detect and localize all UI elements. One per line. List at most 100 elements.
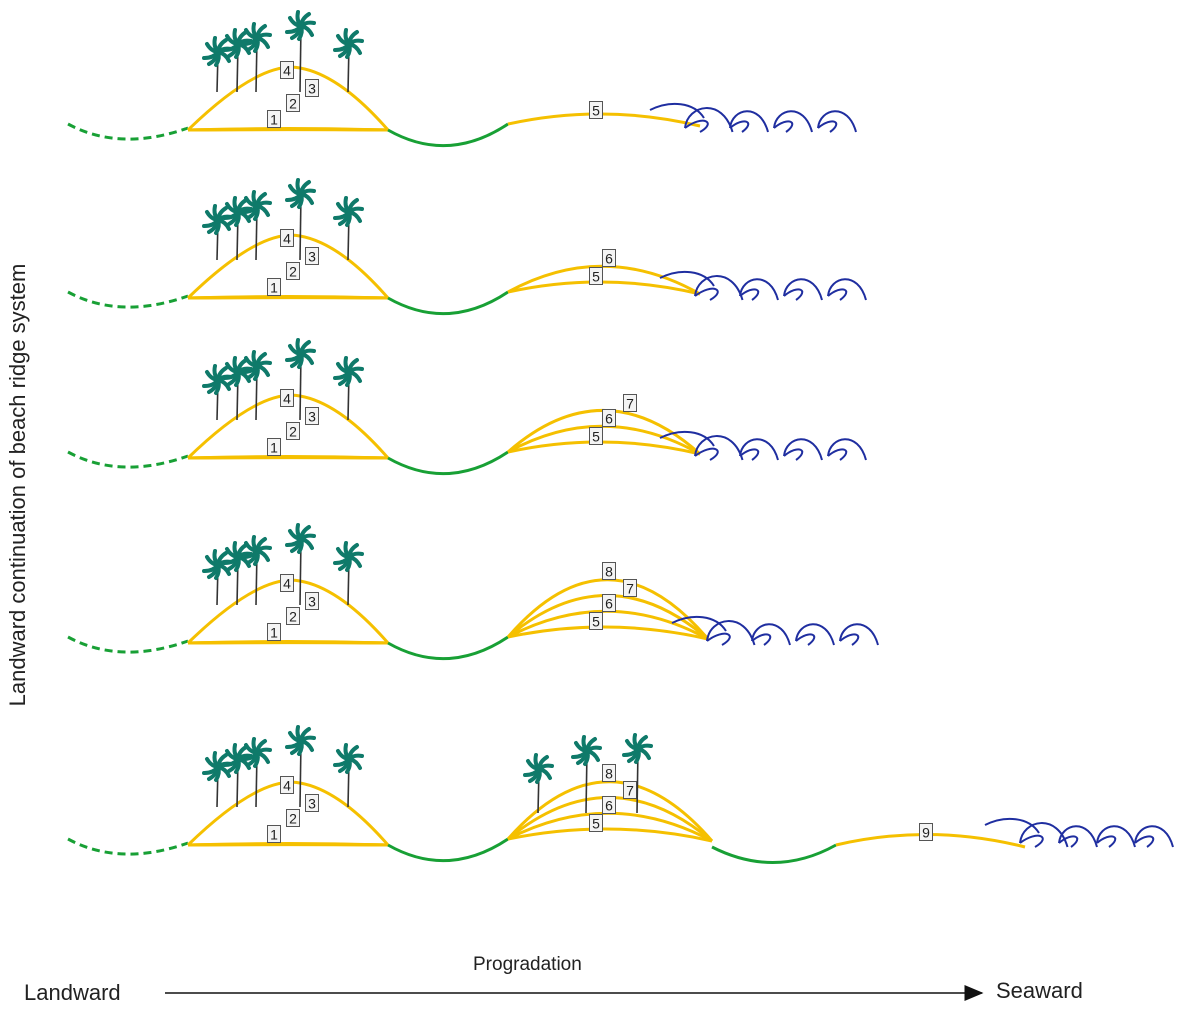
progradation-label: Progradation bbox=[473, 954, 582, 975]
palm-crown bbox=[234, 208, 242, 216]
layer-number-label: 5 bbox=[589, 814, 603, 832]
wave-curl bbox=[839, 633, 860, 646]
landward-swale-dashed bbox=[67, 635, 189, 654]
palm-crown bbox=[253, 547, 261, 555]
wave-crest bbox=[1134, 825, 1174, 848]
label-text: 5 bbox=[592, 816, 600, 832]
label-text: 5 bbox=[592, 429, 600, 445]
label-text: 1 bbox=[270, 112, 278, 128]
ridge2-layer-1 bbox=[507, 440, 701, 456]
wave-lead bbox=[659, 430, 715, 447]
seaward-label: Seaward bbox=[996, 978, 1083, 1003]
palm-tree-icon bbox=[202, 36, 233, 93]
label-box bbox=[305, 407, 319, 425]
label-box bbox=[602, 249, 616, 267]
palm-crown bbox=[297, 535, 305, 543]
wave-curl bbox=[783, 448, 804, 461]
label-box bbox=[602, 562, 616, 580]
layer-number-label: 2 bbox=[286, 94, 300, 112]
wave-curl bbox=[684, 119, 709, 133]
layer-number-label: 3 bbox=[305, 79, 319, 97]
label-text: 7 bbox=[626, 396, 634, 412]
palm-tree-icon bbox=[622, 733, 653, 814]
label-text: 1 bbox=[270, 280, 278, 296]
wave-curl bbox=[706, 632, 731, 646]
layer-number-label: 3 bbox=[305, 794, 319, 812]
wave-curl bbox=[694, 287, 719, 301]
label-box bbox=[280, 61, 294, 79]
palm-tree-icon bbox=[285, 338, 316, 421]
label-text: 5 bbox=[592, 614, 600, 630]
palm-crown bbox=[214, 216, 222, 224]
wave-curl bbox=[1134, 835, 1155, 848]
label-box bbox=[602, 764, 616, 782]
layer-number-label: 7 bbox=[623, 394, 637, 412]
wave-crest bbox=[1058, 825, 1098, 848]
layer-number-label: 3 bbox=[305, 407, 319, 425]
label-box bbox=[286, 809, 300, 827]
palm-tree-icon bbox=[333, 541, 364, 606]
wave-crest bbox=[739, 438, 779, 461]
layer-number-label: 6 bbox=[602, 594, 616, 612]
palm-tree-icon bbox=[222, 541, 253, 606]
palm-crown bbox=[535, 765, 543, 773]
label-box bbox=[267, 825, 281, 843]
wave-curl bbox=[1096, 835, 1117, 848]
label-text: 7 bbox=[626, 783, 634, 799]
wave-crest bbox=[817, 110, 857, 133]
palm-tree-icon bbox=[241, 737, 272, 808]
layer-number-label: 6 bbox=[602, 409, 616, 427]
label-text: 2 bbox=[289, 609, 297, 625]
palm-crown bbox=[214, 763, 222, 771]
label-box bbox=[280, 229, 294, 247]
landward-swale-dashed bbox=[67, 450, 189, 469]
palm-tree-icon bbox=[285, 725, 316, 808]
wave-crest bbox=[739, 278, 779, 301]
layer-number-label: 2 bbox=[286, 809, 300, 827]
palm-crown bbox=[297, 190, 305, 198]
wave-curl bbox=[694, 447, 719, 461]
layer-number-label: 4 bbox=[280, 389, 294, 407]
palm-tree-icon bbox=[241, 350, 272, 421]
wave-curl bbox=[729, 120, 750, 133]
label-text: 4 bbox=[283, 778, 291, 794]
layer-number-label: 2 bbox=[286, 422, 300, 440]
layer-number-label: 5 bbox=[589, 427, 603, 445]
palm-crown bbox=[253, 34, 261, 42]
wave-icons bbox=[659, 430, 867, 461]
palm-crown bbox=[214, 48, 222, 56]
palm-crown bbox=[253, 749, 261, 757]
wave-crest bbox=[839, 623, 879, 646]
layer-number-label: 5 bbox=[589, 267, 603, 285]
layer-number-label: 2 bbox=[286, 262, 300, 280]
wave-icons bbox=[659, 270, 867, 301]
label-text: 6 bbox=[605, 596, 613, 612]
ridge1-layer-4 bbox=[187, 842, 389, 847]
label-box bbox=[305, 592, 319, 610]
palm-tree-icon bbox=[333, 356, 364, 421]
palm-tree-icon bbox=[285, 10, 316, 93]
ridge2-layer-1 bbox=[507, 827, 713, 843]
palm-crown bbox=[345, 208, 353, 216]
label-text: 3 bbox=[308, 409, 316, 425]
label-box bbox=[267, 623, 281, 641]
palm-tree-icon bbox=[241, 190, 272, 261]
palm-crown bbox=[234, 40, 242, 48]
palm-tree-icon bbox=[571, 735, 602, 814]
label-box bbox=[280, 389, 294, 407]
label-box bbox=[280, 574, 294, 592]
label-box bbox=[286, 422, 300, 440]
layer-number-label: 4 bbox=[280, 776, 294, 794]
label-box bbox=[286, 262, 300, 280]
palm-crown bbox=[234, 368, 242, 376]
layer-number-label: 5 bbox=[589, 612, 603, 630]
palm-crown bbox=[297, 737, 305, 745]
label-text: 5 bbox=[592, 103, 600, 119]
label-text: 6 bbox=[605, 798, 613, 814]
label-box bbox=[267, 438, 281, 456]
label-text: 8 bbox=[605, 766, 613, 782]
label-text: 3 bbox=[308, 249, 316, 265]
wave-crest bbox=[1096, 825, 1136, 848]
wave-crest bbox=[827, 278, 867, 301]
